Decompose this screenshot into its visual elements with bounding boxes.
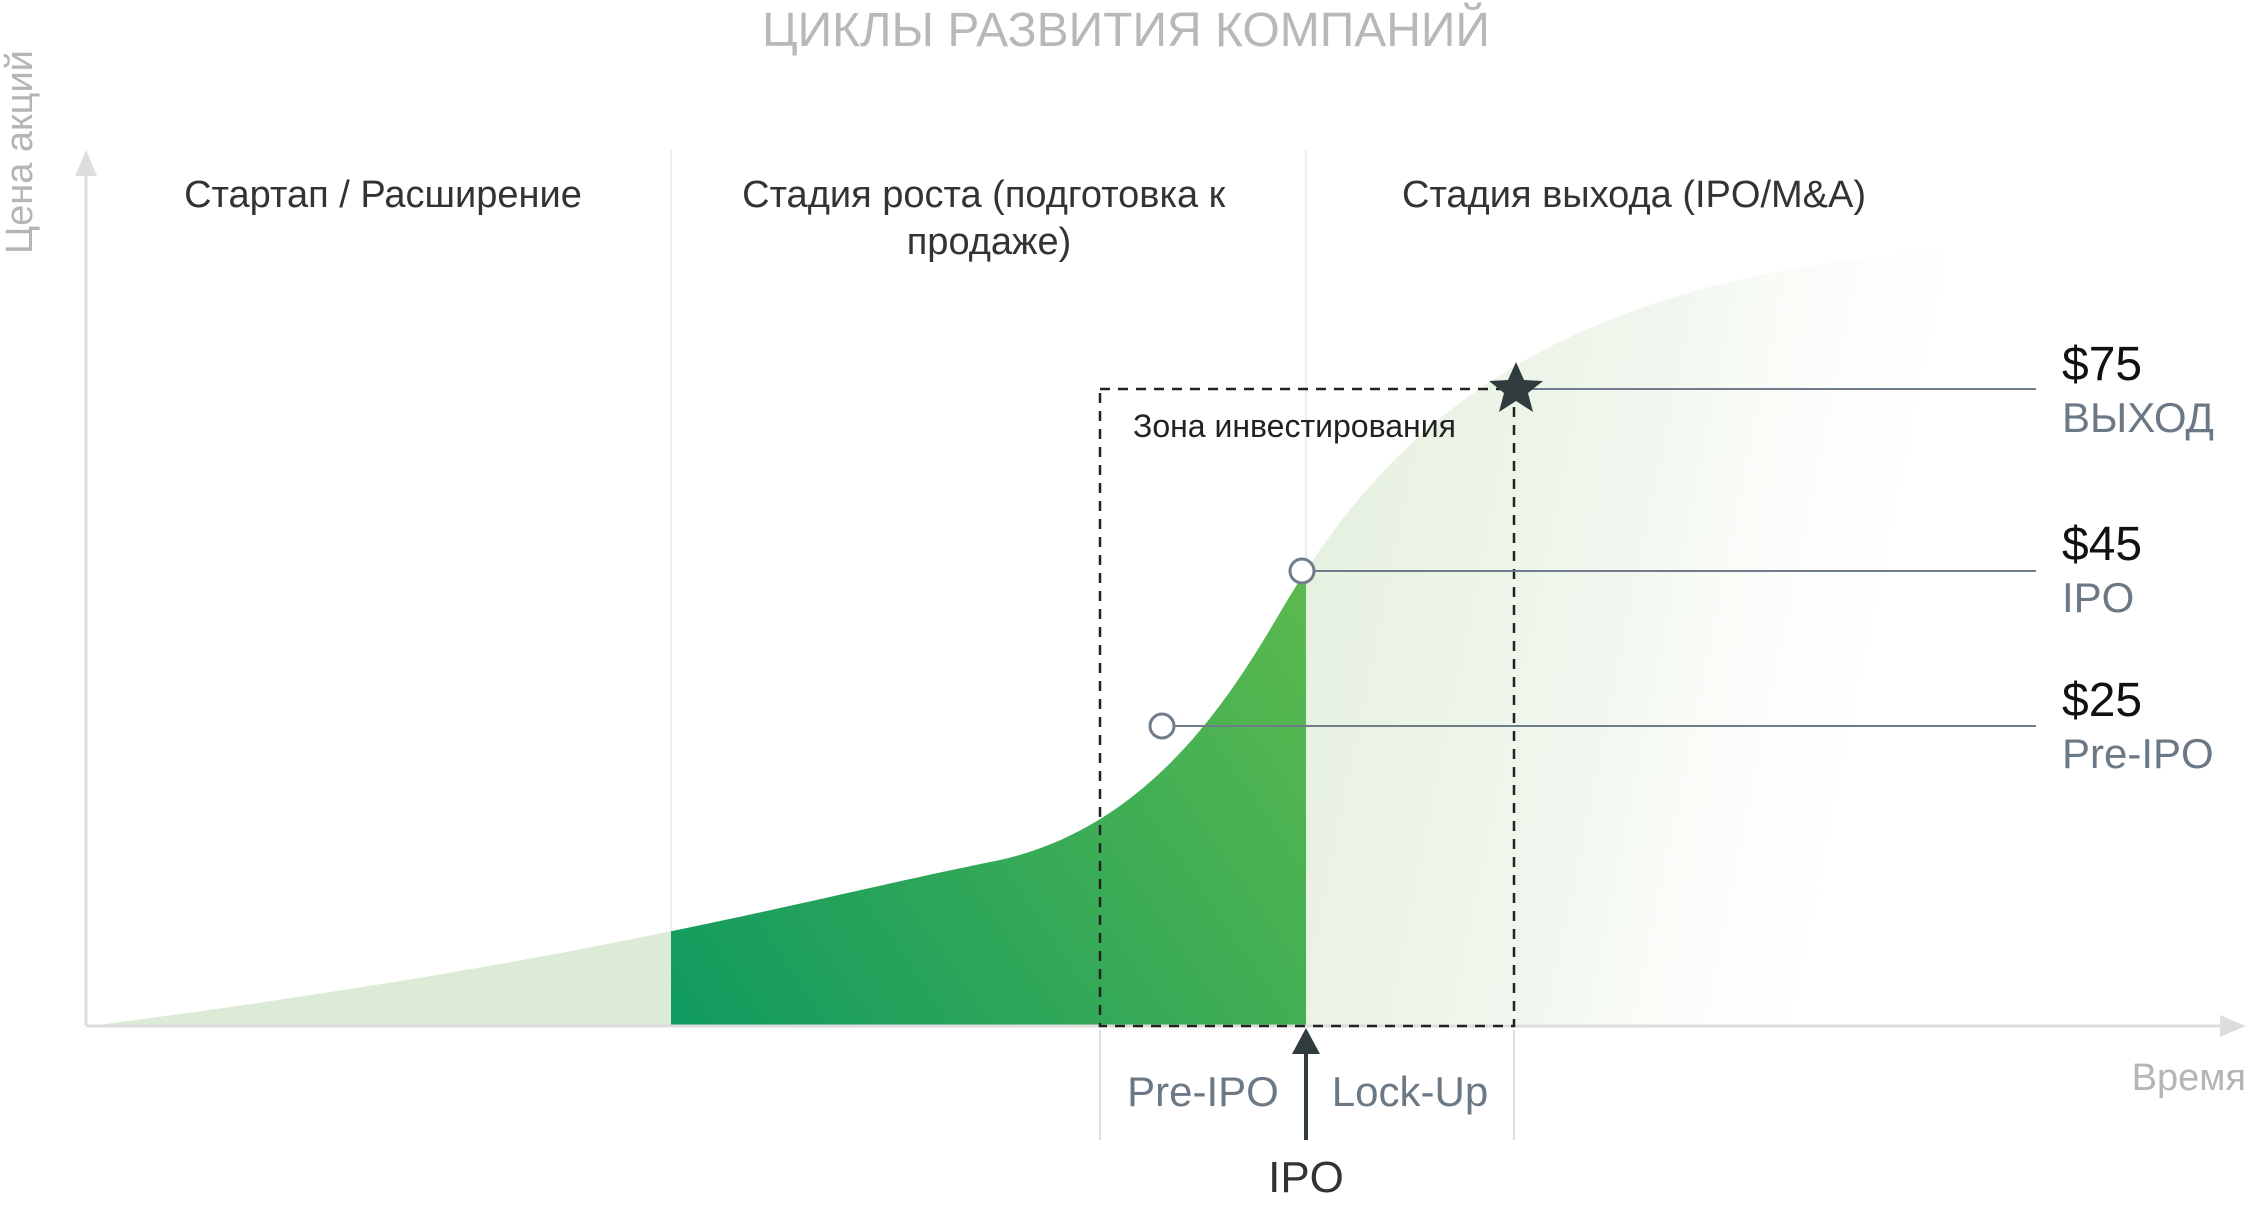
- star-icon: [1489, 362, 1543, 412]
- period-label-pre-ipo: Pre-IPO: [1127, 1068, 1279, 1115]
- y-axis-arrow: [75, 150, 97, 176]
- ipo-marker-label: IPO: [1268, 1153, 1344, 1202]
- price-name-exit: ВЫХОД: [2062, 394, 2214, 441]
- y-axis-label: Цена акций: [0, 50, 41, 254]
- growth-area: [671, 248, 1306, 1026]
- investment-zone-label: Зона инвестирования: [1133, 408, 1456, 444]
- x-axis-arrow: [2220, 1015, 2246, 1037]
- stage-label-exit: Стадия выхода (IPO/M&A): [1402, 174, 1866, 216]
- price-value-ipo: $45: [2062, 518, 2142, 571]
- price-name-ipo: IPO: [2062, 574, 2134, 621]
- price-value-pre-ipo: $25: [2062, 674, 2142, 727]
- stage-label-growth: Стадия роста (подготовка к продаже): [742, 174, 1236, 263]
- x-axis-label: Время: [2132, 1057, 2246, 1099]
- stage-label-startup: Стартап / Расширение: [184, 174, 582, 216]
- pre-ipo-point-marker: [1148, 712, 1176, 740]
- price-value-exit: $75: [2062, 338, 2142, 391]
- ipo-point-marker: [1288, 557, 1316, 585]
- period-label-lock-up: Lock-Up: [1332, 1068, 1488, 1115]
- investment-zone-box: [1098, 387, 1516, 1028]
- ipo-arrow-head: [1292, 1028, 1320, 1054]
- startup-area: [90, 700, 671, 1026]
- price-name-pre-ipo: Pre-IPO: [2062, 730, 2214, 777]
- exit-area: [1306, 248, 1975, 1026]
- diagram-title: ЦИКЛЫ РАЗВИТИЯ КОМПАНИЙ: [762, 2, 1490, 57]
